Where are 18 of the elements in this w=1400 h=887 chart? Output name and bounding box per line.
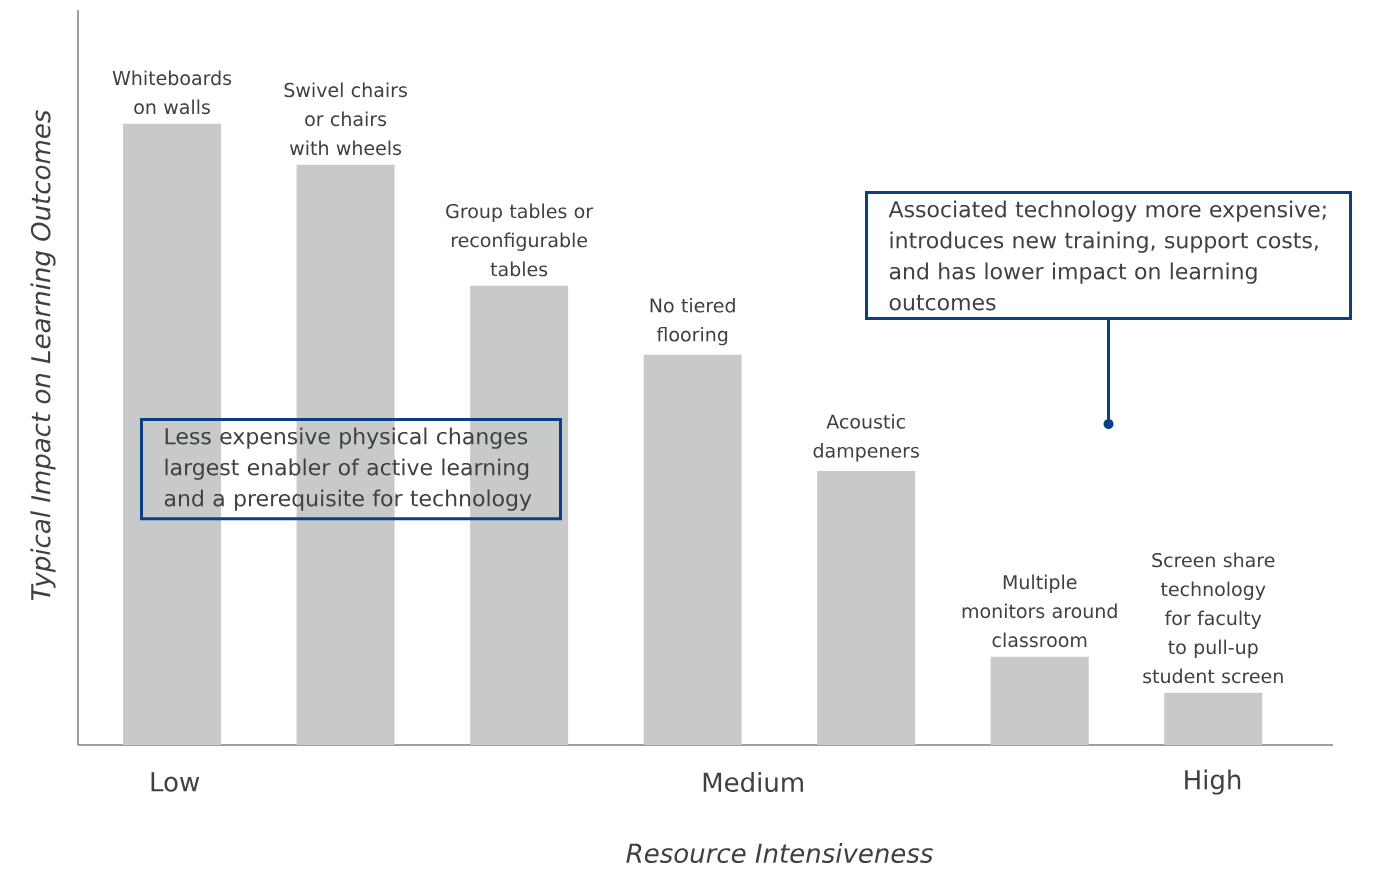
- x-tick-label: Group tables or reconfigurable tables: [446, 203, 594, 277]
- x-tick-label: Whiteboards on walls: [112, 70, 232, 115]
- bar: [1164, 692, 1263, 745]
- x-tick-label: Swivel chairs or chairs with wheels: [284, 82, 407, 156]
- text: High: [1185, 769, 1241, 795]
- annotation: Less expensive physical changes largest enabler of active learning and a prerequisite for technology: [164, 427, 532, 511]
- text: Medium: [703, 771, 803, 793]
- x-tick-label: Multiple monitors around classroom: [962, 574, 1117, 648]
- bar: [817, 471, 916, 745]
- y-axis-title: Typical Impact on Learning Outcomes: [30, 110, 56, 601]
- x-tick-label: No tiered flooring: [650, 297, 735, 346]
- x-tick-label: Screen share technology for faculty to pull-up student screen: [1143, 552, 1283, 684]
- x-tick-label: Acoustic dampeners: [813, 414, 919, 462]
- bar: [643, 354, 742, 745]
- x-axis-title: Resource Intensiveness: [626, 842, 933, 864]
- annotation: Associated technology more expensive; introduces new training, support costs, and has lower impact on learning outcomes: [888, 200, 1326, 311]
- bar: [990, 656, 1089, 745]
- text: Low: [151, 772, 200, 792]
